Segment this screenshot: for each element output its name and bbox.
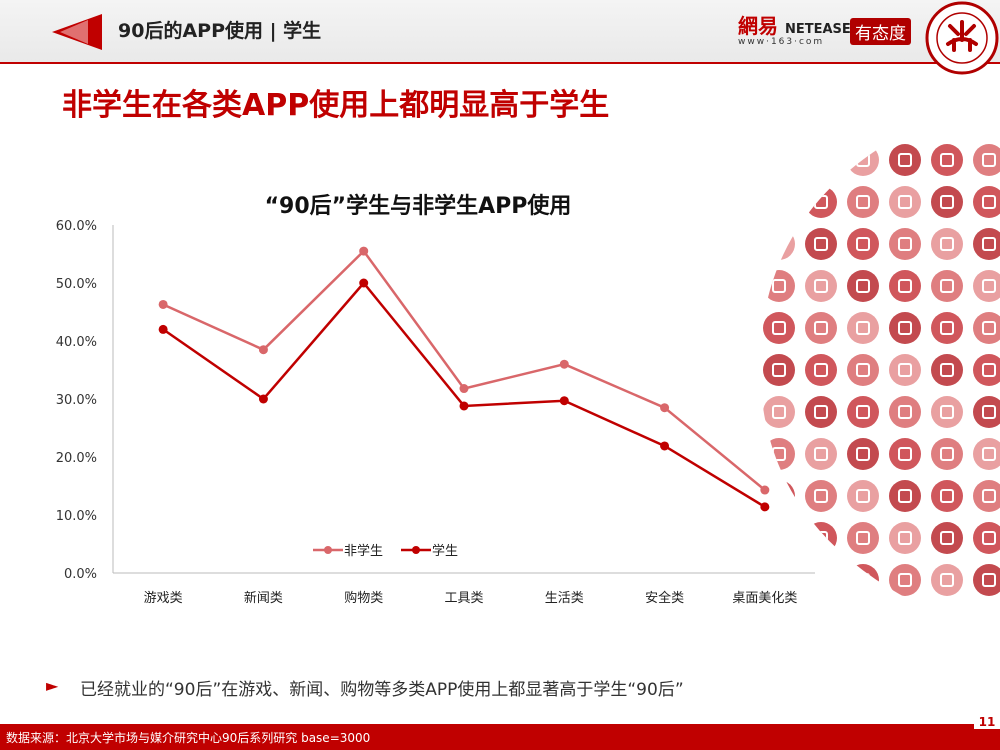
data-point [359,246,369,256]
decorative-app-icons [763,144,1000,596]
data-point [158,324,168,334]
y-tick-label: 30.0% [56,393,97,408]
data-point [459,401,469,411]
data-point [459,384,469,394]
data-source-text: 数据来源：北京大学市场与媒介研究中心90后系列研究 base=3000 [6,731,371,745]
header-divider [0,62,1000,64]
data-point [559,396,569,406]
x-tick-label: 工具类 [444,591,483,606]
legend-label: 学生 [432,543,458,559]
netease-logo: 網易 NETEASE www·163·com [738,10,851,47]
x-tick-label: 桌面美化类 [732,591,797,606]
data-point [760,485,770,495]
bullet-text: 已经就业的“90后”在游戏、新闻、购物等多类APP使用上都显著高于学生“90后” [80,680,684,700]
y-tick-label: 60.0% [56,219,97,234]
y-tick-label: 20.0% [56,451,97,466]
y-tick-label: 50.0% [56,277,97,292]
chart-title: “90后”学生与非学生APP使用 [265,193,572,219]
x-tick-label: 游戏类 [144,591,183,606]
legend-marker [412,546,420,554]
netease-latin: NETEASE [784,22,851,37]
footer-bar: 数据来源：北京大学市场与媒介研究中心90后系列研究 base=3000 [0,724,1000,750]
y-tick-label: 10.0% [56,509,97,524]
series-line-0 [162,249,766,492]
play-back-icon [52,14,102,50]
x-tick-label: 生活类 [545,591,584,606]
main-heading: 非学生在各类APP使用上都明显高于学生 [62,88,610,123]
x-tick-label: 安全类 [645,590,684,606]
series-line-1 [162,281,766,508]
data-point [258,345,268,355]
data-point [660,403,670,413]
data-point [660,441,670,451]
bullet-arrow-icon: ► [46,676,59,695]
page-section-title: 90后的APP使用 | 学生 [118,20,322,42]
pku-seal-icon [925,1,999,75]
data-point [158,299,168,309]
y-tick-label: 40.0% [56,335,97,350]
data-point [258,394,268,404]
page-number-badge: 11 [974,705,1000,750]
y-tick-label: 0.0% [64,567,97,582]
page-number: 11 [974,715,1000,729]
netease-brand: 網易 [738,14,778,38]
x-tick-label: 购物类 [344,590,383,606]
legend-marker [324,546,332,554]
legend-label: 非学生 [344,543,383,559]
line-chart: “90后”学生与非学生APP使用 0.0% 10.0% 20.0% 30.0% 40.0… [56,193,815,606]
x-tick-label: 新闻类 [244,590,283,606]
data-point [359,278,369,288]
youtaidu-badge: 有态度 [850,18,911,45]
header-bar [0,0,1000,62]
data-point [559,359,569,369]
netease-url: www·163·com [738,37,825,47]
data-point [760,502,770,512]
